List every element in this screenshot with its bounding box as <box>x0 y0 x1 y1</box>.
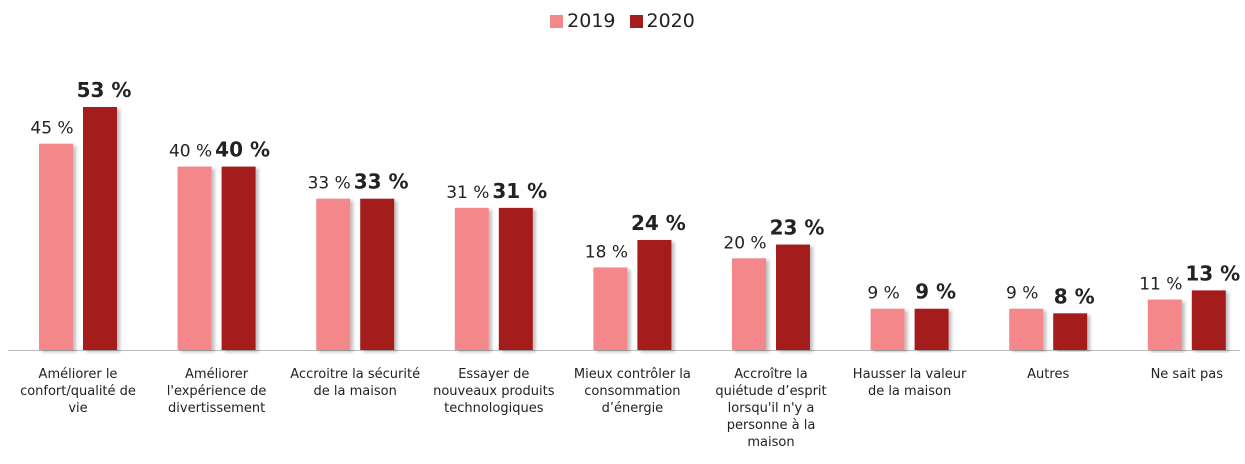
legend-swatch <box>550 14 564 28</box>
data-label: 9 % <box>915 280 956 304</box>
data-label: 40 % <box>169 142 212 162</box>
data-label: 9 % <box>1006 284 1038 304</box>
bar <box>732 258 766 350</box>
x-tick-label: Mieux contrôler la consommation d’énergi… <box>573 367 691 416</box>
bar <box>498 207 533 350</box>
data-label: 18 % <box>585 242 628 262</box>
x-tick-label: Essayer de nouveaux produits technologiq… <box>433 367 555 416</box>
bar <box>593 267 628 350</box>
data-label: 23 % <box>770 216 825 240</box>
data-label: 33 % <box>354 170 409 194</box>
bar <box>221 166 256 350</box>
x-tick-label: Accroître la quiétude d’esprit lorsqu'il… <box>715 367 827 450</box>
bar <box>1009 308 1044 350</box>
bar <box>637 239 672 350</box>
data-label: 8 % <box>1054 284 1095 308</box>
data-label: 24 % <box>631 211 686 235</box>
x-tick-label: Améliorer le confort/qualité de vie <box>20 367 136 416</box>
bar <box>914 308 949 350</box>
bar <box>1191 290 1226 350</box>
data-label: 20 % <box>723 233 766 253</box>
bar <box>1147 299 1182 350</box>
x-tick-label: Hausser la valeur de la maison <box>852 367 967 399</box>
bar <box>454 207 489 350</box>
data-label: 9 % <box>867 284 899 304</box>
bar <box>39 143 73 350</box>
data-label: 33 % <box>308 174 351 194</box>
bar <box>870 308 905 350</box>
bar <box>316 198 351 350</box>
x-tick-label: Autres <box>1027 367 1070 382</box>
legend-label: 2020 <box>646 10 695 32</box>
x-tick-label: Ne sait pas <box>1150 367 1224 382</box>
data-label: 11 % <box>1139 275 1182 295</box>
bar <box>776 244 810 350</box>
data-label: 45 % <box>30 119 73 139</box>
x-tick-label: Améliorer l'expérience de divertissement <box>166 367 267 416</box>
bar <box>360 198 395 350</box>
bar <box>177 166 212 350</box>
legend-label: 2019 <box>567 10 616 32</box>
data-label: 53 % <box>77 78 132 102</box>
legend: 2019 2020 <box>0 10 1245 32</box>
data-label: 31 % <box>446 183 489 203</box>
data-label: 40 % <box>215 138 270 162</box>
bar <box>83 107 117 350</box>
legend-swatch <box>629 14 643 28</box>
x-tick-label: Accroitre la sécurité de la maison <box>290 367 421 399</box>
data-label: 13 % <box>1185 261 1240 285</box>
legend-item: 2020 <box>629 10 695 32</box>
bar <box>1053 313 1088 350</box>
legend-item: 2019 <box>550 10 616 32</box>
data-label: 31 % <box>492 179 547 203</box>
